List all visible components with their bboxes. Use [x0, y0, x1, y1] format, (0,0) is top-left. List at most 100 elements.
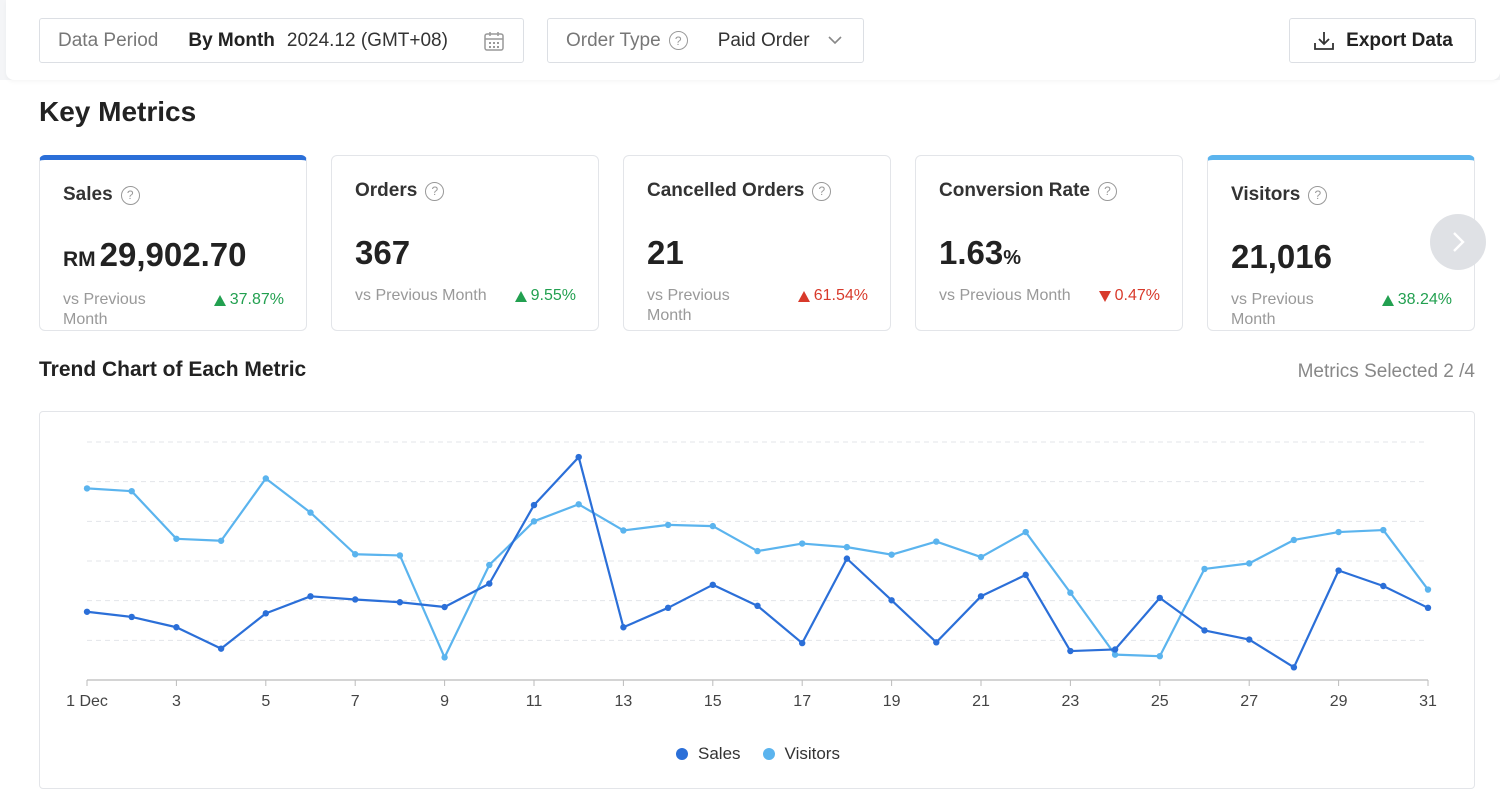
metric-value-number: 21,016	[1231, 238, 1332, 275]
metric-card-cancelled-orders[interactable]: Cancelled Orders? 21 vs Previous Month 61.5…	[623, 155, 891, 331]
metric-value: 1.63%	[939, 234, 1021, 272]
data-point-sales	[396, 599, 404, 606]
export-data-button[interactable]: Export Data	[1289, 18, 1476, 63]
help-icon[interactable]: ?	[425, 181, 445, 201]
x-tick-label: 11	[526, 693, 543, 710]
chart-legend: Sales Visitors	[40, 744, 1476, 764]
data-point-visitors	[620, 527, 627, 534]
data-point-visitors	[1246, 560, 1253, 567]
data-point-sales	[352, 596, 359, 603]
delta-value: 9.55%	[530, 287, 576, 304]
calendar-icon[interactable]	[483, 30, 505, 58]
arrow-down-icon	[1098, 290, 1111, 302]
data-point-sales	[799, 639, 806, 647]
delta-value: 38.24%	[1397, 291, 1452, 308]
metric-value-number: 21	[647, 234, 684, 271]
data-point-sales	[1022, 571, 1029, 579]
delta-indicator: 38.24%	[1381, 291, 1452, 309]
arrow-up-icon	[1381, 294, 1394, 306]
data-point-sales	[977, 593, 985, 600]
metric-value: 21,016	[1231, 238, 1332, 276]
data-point-sales	[530, 501, 538, 509]
data-point-sales	[888, 597, 895, 604]
data-point-sales	[620, 624, 627, 631]
comparison-label: vs Previous Month	[355, 287, 487, 304]
data-point-sales	[217, 645, 225, 652]
data-point-sales	[1290, 664, 1298, 671]
delta-indicator: 0.47%	[1098, 287, 1160, 305]
data-point-sales	[307, 593, 314, 600]
delta-value: 0.47%	[1114, 287, 1160, 304]
metric-label-text: Orders	[355, 180, 418, 201]
data-point-visitors	[664, 521, 672, 529]
next-cards-button[interactable]	[1430, 214, 1486, 270]
x-tick-label: 17	[793, 693, 811, 710]
data-point-visitors	[888, 551, 895, 558]
metric-label: Cancelled Orders?	[647, 180, 832, 202]
currency-prefix: RM	[63, 248, 96, 271]
metric-label-text: Cancelled Orders	[647, 180, 805, 201]
comparison-label: vs Previous Month	[1231, 291, 1314, 328]
help-icon[interactable]: ?	[812, 181, 832, 201]
data-point-sales	[1424, 604, 1432, 612]
metric-card-sales[interactable]: Sales? RM 29,902.70 vs Previous Month 37.87%	[39, 155, 307, 331]
series-line-visitors	[86, 477, 1429, 659]
x-tick-label: 3	[172, 693, 181, 710]
legend-item-visitors[interactable]: Visitors	[762, 744, 840, 764]
data-point-visitors	[933, 538, 940, 545]
legend-item-sales[interactable]: Sales	[676, 744, 741, 764]
legend-swatch	[762, 748, 775, 760]
data-point-sales	[1156, 594, 1164, 602]
comparison-label: vs Previous Month	[63, 291, 146, 328]
data-point-sales	[1380, 582, 1387, 590]
data-point-visitors	[1335, 528, 1342, 536]
metric-card-orders[interactable]: Orders? 367 vs Previous Month 9.55%	[331, 155, 599, 331]
data-point-visitors	[1290, 536, 1298, 544]
data-point-visitors	[530, 518, 538, 525]
help-icon[interactable]: ?	[1097, 181, 1117, 201]
data-point-sales	[83, 608, 91, 615]
data-point-sales	[709, 581, 716, 588]
data-point-visitors	[1380, 526, 1387, 534]
data-point-visitors	[1022, 528, 1029, 536]
delta-value: 61.54%	[813, 287, 868, 304]
data-period-picker[interactable]: Data Period By Month 2024.12 (GMT+08)	[39, 18, 524, 63]
order-type-value: Paid Order	[717, 29, 810, 51]
x-tick-label: 13	[615, 693, 633, 710]
help-icon[interactable]: ?	[120, 185, 140, 205]
trend-chart-svg: 1 Dec 3 5 7 9 11 13 15 17 19 21 23 25 27 29 31	[66, 441, 1437, 710]
delta-value: 37.87%	[229, 291, 284, 308]
data-point-visitors	[575, 501, 582, 508]
comparison-label: vs Previous Month	[939, 287, 1071, 304]
data-point-visitors	[1156, 653, 1164, 660]
filter-bar: Data Period By Month 2024.12 (GMT+08) Or…	[6, 0, 1500, 80]
data-point-visitors	[1067, 589, 1074, 596]
trend-chart-title: Trend Chart of Each Metric	[39, 358, 307, 381]
key-metrics-title: Key Metrics	[39, 96, 197, 127]
x-tick-label: 31	[1419, 693, 1437, 710]
help-icon[interactable]: ?	[668, 31, 688, 50]
metric-value: 367	[355, 234, 410, 272]
metric-label: Orders?	[355, 180, 445, 202]
arrow-up-icon	[514, 290, 527, 302]
comparison-label: vs Previous Month	[647, 287, 730, 324]
data-period-label: Data Period	[58, 29, 159, 51]
data-point-sales	[843, 555, 851, 562]
data-point-visitors	[217, 537, 225, 544]
x-tick-label: 29	[1330, 693, 1348, 710]
data-point-sales	[173, 624, 180, 631]
metrics-selected-count[interactable]: Metrics Selected 2 /4	[1297, 361, 1475, 382]
export-data-label: Export Data	[1346, 29, 1453, 51]
data-point-visitors	[173, 535, 180, 542]
data-point-sales	[1335, 567, 1342, 574]
metric-value-number: 29,902.70	[99, 236, 247, 273]
data-point-sales	[262, 610, 269, 617]
data-point-sales	[1201, 627, 1208, 634]
help-icon[interactable]: ?	[1308, 185, 1328, 205]
x-tick-label: 23	[1062, 693, 1080, 710]
order-type-select[interactable]: Order Type ? Paid Order	[547, 18, 864, 63]
x-tick-label: 21	[972, 693, 990, 710]
metric-card-conversion-rate[interactable]: Conversion Rate? 1.63% vs Previous Month 0.…	[915, 155, 1183, 331]
x-tick-label: 1 Dec	[66, 693, 108, 710]
x-tick-label: 25	[1151, 693, 1169, 710]
